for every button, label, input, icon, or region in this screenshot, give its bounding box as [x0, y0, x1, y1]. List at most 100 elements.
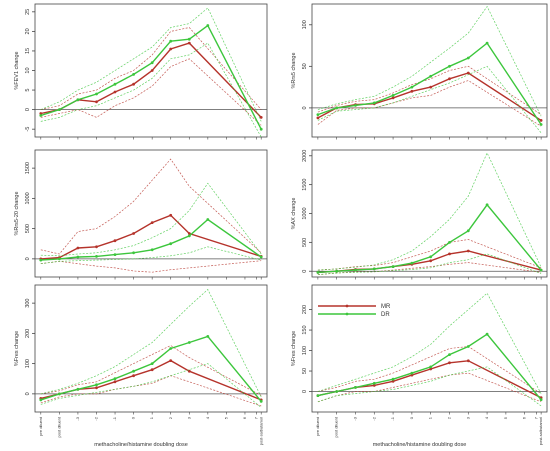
panel-1-mr-point-4 — [113, 90, 117, 94]
panel-3-mr-ci-lower — [40, 260, 262, 273]
panel-4-ytick-label-4: 2000 — [302, 150, 308, 162]
panel-1-ylabel: %FEV1 change — [14, 51, 20, 89]
panel-6-xtick-label-0: pre diluent — [315, 416, 320, 436]
panel-4-dr-point-7 — [448, 241, 451, 244]
panel-5-xtick-label-4: -1 — [112, 416, 117, 420]
panel-6-xtick-label-9: 4 — [484, 416, 489, 419]
panel-6-ytick-label-0: 0 — [302, 390, 308, 393]
panel-3-dr-point-6 — [150, 248, 154, 252]
panel-2-dr-point-2 — [354, 104, 357, 107]
panel-4-dr-point-1 — [335, 269, 339, 273]
panel-4-dr-point-3 — [372, 267, 376, 271]
panel-6-xtick-label-8: 3 — [465, 416, 470, 419]
panel-5-mr-point-3 — [95, 386, 98, 390]
panel-3-mr-point-2 — [76, 246, 80, 250]
panel-6-mr-point-3 — [372, 384, 376, 387]
panel-2-ytick-label-1: 50 — [302, 63, 308, 69]
panel-3-dr-point-9 — [206, 218, 210, 221]
panel-1-ytick-label-0: -5 — [25, 127, 31, 132]
panel-5-dr-point-7 — [169, 347, 173, 350]
panel-6-dr-point-0 — [316, 394, 320, 397]
panel-6-xtick-label-12: 7 — [533, 416, 538, 419]
panel-5-mr-point-5 — [132, 374, 136, 378]
panel-1-mr-point-13 — [259, 116, 263, 119]
panel-6-dr-point-1 — [335, 390, 339, 393]
panel-6-ylabel: %Fres change — [291, 331, 297, 366]
panel-2-dr-ci-lower — [317, 65, 542, 134]
panel-4-mr-ci-lower — [317, 262, 542, 276]
panel-6-dr-point-2 — [354, 386, 357, 389]
panel-2-dr-point-4 — [391, 94, 395, 97]
panel-4-ytick-label-3: 1500 — [302, 179, 308, 191]
panel-6-xlabel: methacholine/histamine doubling dose — [373, 442, 467, 448]
panel-6-xtick-label-13: post-salbutamol — [538, 417, 543, 445]
panel-2-ylabel: %Rrs5 change — [291, 52, 297, 88]
panel-1-mr-point-7 — [169, 47, 173, 51]
panel-2-mr-point-13 — [539, 119, 543, 122]
panel-3-ytick-label-2: 1000 — [25, 192, 31, 204]
panel-6-ytick-label-4: 200 — [302, 305, 308, 314]
panel-3-mr-point-4 — [113, 239, 117, 243]
panel-2-dr-point-1 — [335, 106, 339, 110]
panel-3-mr-point-6 — [150, 221, 154, 225]
panel-3-mr-ci-upper — [40, 158, 262, 255]
panel-2-mr-point-8 — [466, 71, 470, 75]
panel-1-ytick-label-6: 25 — [25, 9, 31, 15]
panel-6-mr-point-7 — [448, 361, 451, 365]
legend-mr-marker — [345, 304, 349, 308]
panel-5-dr-ci-lower — [40, 363, 262, 408]
panel-4-dr-point-2 — [354, 268, 357, 272]
panel-5-xtick-label-0: pre diluent — [38, 416, 43, 436]
panel-5-frame — [34, 284, 268, 413]
panel-4-mr-ci-upper — [317, 239, 542, 271]
panel-5-mr-point-7 — [169, 359, 173, 362]
panel-5-ylabel: %Fres change — [14, 331, 20, 366]
panel-1-dr-line — [40, 24, 262, 130]
panel-1-ytick-label-5: 20 — [25, 28, 31, 34]
panel-5-dr-point-0 — [39, 398, 43, 402]
panel-2-ytick-label-2: 100 — [302, 20, 308, 29]
legend-dr-label: DR — [381, 312, 390, 318]
panel-6-dr-point-6 — [429, 365, 433, 369]
panel-6-mr-point-6 — [429, 367, 433, 371]
panel-2-mr-point-4 — [391, 96, 395, 100]
panel-1-dr-point-4 — [113, 82, 117, 86]
panel-5-xtick-label-13: post-salbutamol — [258, 417, 263, 445]
panel-1-mr-ci-upper — [40, 27, 262, 110]
panel-1-mr-point-3 — [95, 100, 98, 104]
panel-3-dr-ci-lower — [40, 246, 262, 265]
panel-6-ytick-label-3: 150 — [302, 325, 308, 334]
panel-5-mr-ci-upper — [40, 345, 262, 396]
legend-mr-label: MR — [381, 304, 391, 310]
panel-3-dr-ci-upper — [40, 182, 262, 257]
panel-3-dr-point-4 — [113, 253, 117, 256]
panel-5-dr-ci-upper — [40, 288, 262, 398]
panel-5-xtick-label-10: 5 — [223, 416, 228, 419]
panel-2-frame — [311, 3, 548, 138]
panel-1-ytick-label-2: 5 — [25, 89, 31, 92]
panel-6-dr-point-7 — [448, 353, 451, 356]
panel-5-dr-point-4 — [113, 377, 117, 381]
panel-2-ytick-label-0: 0 — [302, 106, 308, 109]
panel-6-ytick-label-2: 100 — [302, 346, 308, 355]
panel-6-xtick-label-3: -2 — [371, 416, 376, 420]
panel-6-ytick-label-1: 50 — [302, 368, 308, 374]
panel-4-dr-point-4 — [391, 265, 395, 268]
panel-3-dr-point-7 — [169, 242, 173, 246]
panel-1-ytick-label-3: 10 — [25, 67, 31, 73]
panel-5-ytick-label-2: 200 — [25, 329, 31, 338]
panel-5-xtick-label-12: 7 — [254, 416, 259, 419]
panel-2-mr-point-7 — [448, 77, 451, 81]
panel-1-mr-point-5 — [132, 82, 136, 86]
panel-1-mr-ci-lower — [40, 58, 262, 126]
panel-4-dr-point-13 — [539, 268, 543, 272]
panel-2-dr-point-0 — [316, 113, 320, 116]
panel-5-mr-point-8 — [187, 369, 191, 373]
panel-5-xtick-label-2: -3 — [75, 416, 80, 420]
panel-5-mr-point-6 — [150, 368, 154, 372]
panel-6-frame — [311, 284, 548, 413]
panel-5-xtick-label-3: -2 — [94, 416, 99, 420]
panel-5-ytick-label-1: 100 — [25, 359, 31, 368]
panel-5-xtick-label-8: 3 — [186, 416, 191, 419]
